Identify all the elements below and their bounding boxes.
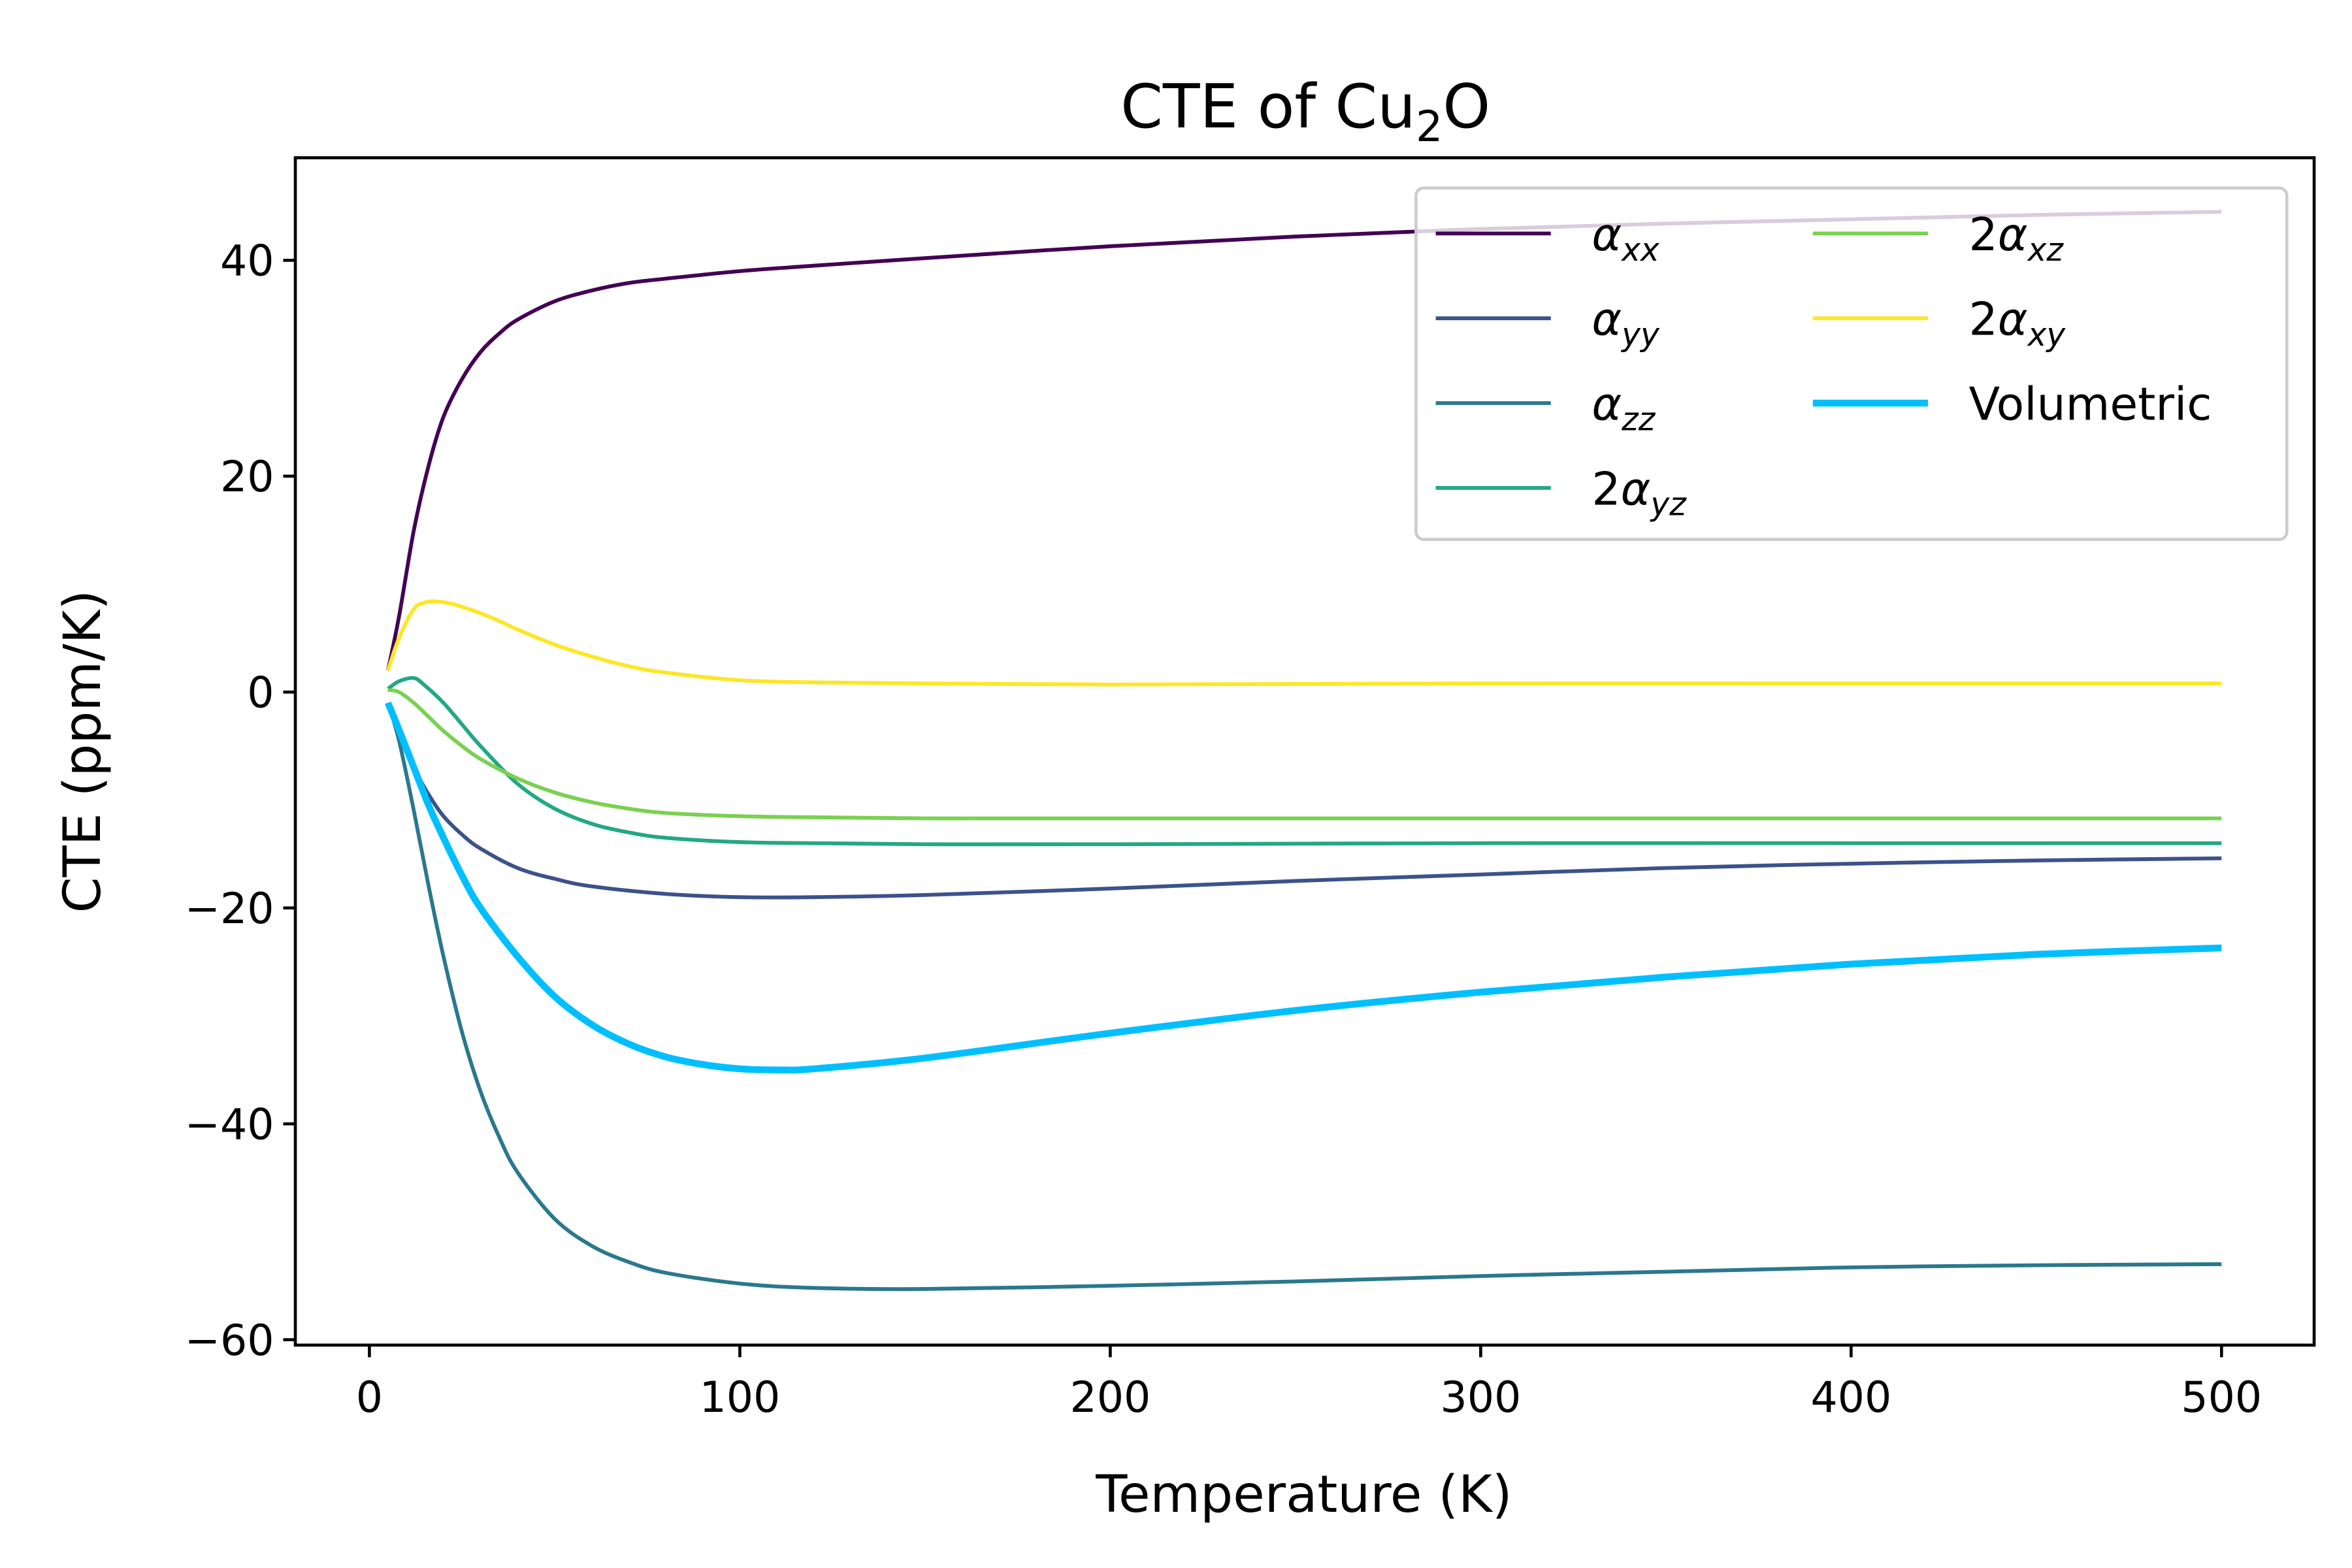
x-axis-label: Temperature (K) [1095, 1464, 1512, 1524]
chart-title-main: CTE of Cu [1120, 71, 1416, 142]
y-axis-ticks: 40 20 0 −20 −40 −60 [185, 237, 296, 1365]
legend-label: αxx [1592, 208, 1660, 269]
legend-label: Volumetric [1969, 378, 2212, 431]
y-tick-label: −20 [185, 885, 274, 934]
plot-area-frame [293, 156, 2316, 1347]
x-tick-label: 0 [356, 1373, 383, 1422]
x-tick-label: 400 [1810, 1373, 1891, 1422]
y-tick-label: −60 [185, 1316, 274, 1365]
series-line-6 [384, 701, 2222, 1074]
chart-title: CTE of Cu2O [1120, 71, 1490, 152]
legend: αxx αyy αzz 2αyz 2αxz 2αxy Volumetric [1414, 186, 2289, 541]
legend-label: 2αyz [1592, 463, 1687, 523]
chart-title-subscript: 2 [1416, 103, 1443, 152]
series-line-4 [387, 688, 2222, 821]
series-line-5 [386, 599, 2222, 687]
y-axis-label: CTE (ppm/K) [52, 590, 112, 913]
series-line-3 [387, 676, 2222, 847]
series-line-2 [385, 702, 2222, 1292]
legend-label: 2αxz [1969, 208, 2065, 269]
legend-label: 2αxy [1969, 293, 2066, 353]
legend-label: αyy [1592, 293, 1660, 353]
y-tick-label: −40 [185, 1100, 274, 1149]
y-tick-label: 20 [220, 453, 274, 502]
x-tick-label: 500 [2181, 1373, 2262, 1422]
legend-box [1414, 186, 2289, 541]
series-line-1 [386, 702, 2222, 900]
chart-title-tail: O [1443, 71, 1490, 142]
y-tick-label: 0 [247, 668, 274, 717]
x-tick-label: 200 [1070, 1373, 1151, 1422]
x-tick-label: 100 [699, 1373, 780, 1422]
x-tick-label: 300 [1440, 1373, 1521, 1422]
x-axis-ticks: 0 100 200 300 400 500 [356, 1345, 2262, 1422]
legend-label: αzz [1592, 378, 1656, 438]
y-tick-label: 40 [220, 237, 274, 286]
